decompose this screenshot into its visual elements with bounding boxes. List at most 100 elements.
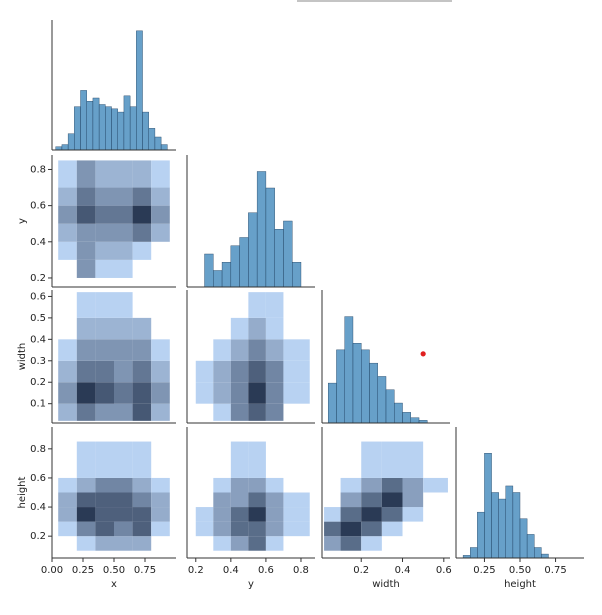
hist2d-cell: [324, 521, 341, 537]
hist2d-cell: [230, 477, 249, 493]
hist2d-cell: [195, 382, 214, 404]
hist2d-cell: [95, 292, 114, 318]
hist2d-cell: [340, 521, 362, 537]
hist2d-cell: [361, 492, 382, 508]
hist2d-cell: [361, 441, 382, 478]
hist-bar: [402, 412, 411, 424]
hist2d-cell: [132, 317, 152, 340]
hist2d-cell: [95, 382, 114, 404]
hist-bar: [80, 90, 87, 151]
hist2d-cell: [265, 339, 284, 361]
hist2d-cell: [283, 521, 310, 537]
hist2d-cell: [76, 223, 96, 242]
hist2d-cell: [230, 339, 249, 361]
hist2d-cell: [58, 507, 77, 522]
hist2d-cell: [151, 521, 170, 537]
hist2d-cell: [58, 477, 77, 493]
hist2d-cell: [132, 441, 152, 478]
hist-bar: [86, 101, 94, 151]
hist2d-cell: [132, 223, 152, 242]
hist2d-cell: [151, 160, 170, 188]
x-tick-label: 0.6: [436, 565, 452, 576]
y-tick-label: 0.1: [30, 399, 46, 410]
hist2d-cell: [213, 507, 231, 522]
hist2d-cell: [132, 507, 152, 522]
hist2d-cell: [230, 441, 249, 478]
hist-bar: [221, 262, 232, 288]
hist2d-cell: [114, 241, 133, 260]
hist2d-cell: [76, 360, 96, 383]
hist2d-cell: [213, 492, 231, 508]
hist-bar: [361, 349, 370, 424]
y-tick-label: 0.6: [30, 473, 46, 484]
hist2d-cell: [76, 259, 96, 278]
hist2d-cell: [230, 403, 249, 421]
hist-bar: [505, 485, 514, 559]
y-tick-label: 0.2: [30, 531, 46, 542]
hist-bar: [136, 30, 143, 151]
x-tick-label: 0.50: [103, 565, 125, 576]
hist2d-cell: [114, 521, 133, 537]
hist2d-cell: [248, 360, 266, 383]
hist-bar: [213, 270, 223, 288]
hist2d-cell: [76, 339, 96, 361]
hist2d-cell: [76, 187, 96, 206]
hist2d-cell: [132, 360, 152, 383]
hist2d-cell: [95, 223, 114, 242]
hist2d-cell: [340, 492, 362, 508]
x-tick-label: 0.25: [72, 565, 94, 576]
y-tick-label: 0.8: [30, 444, 46, 455]
hist2d-cell: [151, 223, 170, 242]
hist2d-cell: [132, 187, 152, 206]
hist2d-cell: [58, 382, 77, 404]
hist-bar: [477, 511, 485, 559]
hist-bar: [491, 492, 499, 559]
hist2d-cell: [283, 339, 310, 361]
hist-bar: [230, 245, 240, 288]
hist2d-cell: [76, 160, 96, 188]
hist2d-cell: [151, 339, 170, 361]
hist2d-cell: [114, 317, 133, 340]
hist2d-cell: [283, 507, 310, 522]
hist2d-cell: [340, 536, 362, 551]
hist-bar: [67, 133, 75, 151]
hist-bar: [61, 144, 69, 151]
hist2d-cell: [132, 205, 152, 224]
hist2d-cell: [265, 492, 284, 508]
hist2d-cell: [76, 492, 96, 508]
hist2d-cell: [58, 339, 77, 361]
y-axis-label: y: [17, 218, 28, 224]
x-tick-label: 0.8: [293, 565, 309, 576]
hist-bar: [111, 108, 118, 151]
hist2d-cell: [265, 360, 284, 383]
hist2d-cell: [230, 536, 249, 551]
hist-bar: [534, 547, 542, 559]
hist2d-cell: [132, 521, 152, 537]
hist-bar: [239, 237, 249, 288]
hist-bar: [123, 95, 131, 151]
hist-bar: [204, 253, 214, 288]
hist-bar: [256, 171, 267, 288]
hist-bar: [526, 534, 535, 559]
hist2d-cell: [423, 477, 448, 493]
hist2d-cell: [58, 205, 77, 224]
hist2d-cell: [151, 492, 170, 508]
hist2d-cell: [132, 339, 152, 361]
hist2d-cell: [58, 160, 77, 188]
hist2d-cell: [230, 382, 249, 404]
hist-bar: [105, 106, 112, 151]
hist2d-cell: [151, 360, 170, 383]
hist2d-cell: [132, 241, 152, 260]
hist2d-cell: [95, 317, 114, 340]
hist-bar: [512, 492, 521, 559]
hist2d-cell: [151, 382, 170, 404]
hist2d-cell: [132, 536, 152, 551]
hist2d-cell: [361, 477, 382, 493]
y-tick-label: 0.6: [30, 201, 46, 212]
hist2d-cell: [76, 403, 96, 421]
hist2d-cell: [76, 441, 96, 478]
hist2d-cell: [114, 292, 133, 318]
x-axis-label: height: [504, 579, 536, 590]
hist2d-cell: [95, 339, 114, 361]
hist2d-cell: [58, 492, 77, 508]
